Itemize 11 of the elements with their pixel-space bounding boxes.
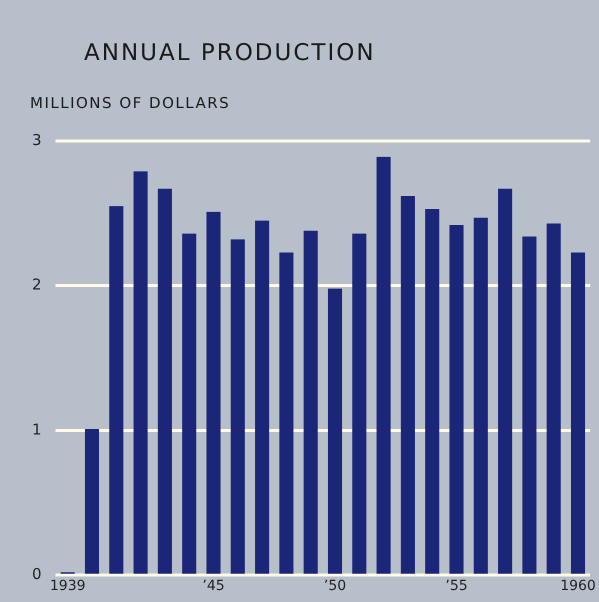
y-tick-label: 1: [32, 420, 42, 438]
chart-title: ANNUAL PRODUCTION: [84, 40, 376, 66]
x-tick-label: 1939: [50, 578, 86, 594]
x-tick-label: ’50: [324, 578, 346, 594]
x-tick-label: 1960: [560, 578, 596, 594]
y-tick-label: 0: [32, 565, 42, 584]
y-tick-label: 3: [32, 130, 42, 149]
x-tick-label: ’45: [202, 578, 225, 594]
x-tick-label: ’55: [445, 578, 468, 594]
y-axis-title: MILLIONS OF DOLLARS: [30, 94, 230, 112]
y-tick-label: 2: [32, 276, 42, 294]
